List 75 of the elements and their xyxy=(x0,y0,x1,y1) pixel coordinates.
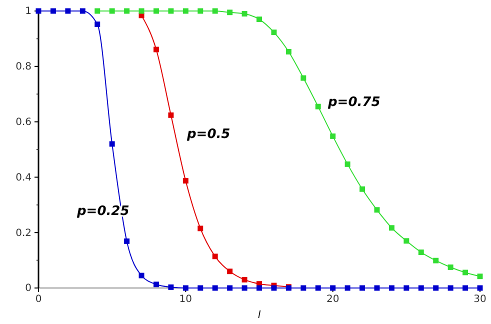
point xyxy=(182,285,188,291)
point xyxy=(462,270,468,276)
point xyxy=(433,285,439,291)
point xyxy=(388,285,394,291)
point xyxy=(212,254,218,260)
x-tick-label: 30 xyxy=(474,294,486,306)
point xyxy=(198,226,204,232)
y-tick-label: 0 xyxy=(25,283,32,294)
point xyxy=(256,285,262,291)
point xyxy=(227,285,233,291)
point xyxy=(182,178,188,184)
point xyxy=(330,133,336,139)
y-tick-label: 0.8 xyxy=(16,62,32,73)
point xyxy=(153,282,159,288)
point xyxy=(109,141,115,147)
point xyxy=(227,268,233,274)
point xyxy=(182,8,188,14)
point xyxy=(256,16,262,22)
point xyxy=(315,285,321,291)
y-tick-label: 0.6 xyxy=(16,117,32,128)
point xyxy=(374,285,380,291)
y-tick-label: 0.4 xyxy=(16,172,32,184)
point xyxy=(168,284,174,290)
point xyxy=(448,285,454,291)
series-label: p=0.5 xyxy=(186,127,230,142)
y-tick-label: 1 xyxy=(25,6,32,18)
point xyxy=(418,285,424,291)
point xyxy=(344,285,350,291)
point xyxy=(433,258,439,264)
x-tick-label: 0 xyxy=(35,294,42,306)
point xyxy=(124,238,130,244)
point xyxy=(124,8,130,14)
point xyxy=(448,264,454,270)
point xyxy=(242,276,248,282)
series-label: p=0.75 xyxy=(327,95,380,110)
x-tick-label: 10 xyxy=(179,294,192,306)
point xyxy=(300,285,306,291)
point xyxy=(138,272,144,278)
point xyxy=(360,285,366,291)
point xyxy=(153,46,159,52)
point xyxy=(80,8,86,14)
point xyxy=(153,8,159,14)
point xyxy=(242,11,248,17)
point xyxy=(315,104,321,110)
point xyxy=(168,112,174,118)
point xyxy=(94,8,100,14)
point xyxy=(330,285,336,291)
point xyxy=(94,22,100,28)
point xyxy=(388,225,394,231)
point xyxy=(198,8,204,14)
point xyxy=(344,161,350,167)
point xyxy=(404,238,410,244)
point xyxy=(138,8,144,14)
point xyxy=(227,10,233,16)
point xyxy=(212,8,218,14)
point xyxy=(462,285,468,291)
x-axis-title: l xyxy=(258,310,261,321)
point xyxy=(477,274,483,280)
point xyxy=(65,8,71,14)
point xyxy=(360,186,366,192)
point xyxy=(109,8,115,14)
y-tick-label: 0.2 xyxy=(16,228,32,239)
x-tick-label: 20 xyxy=(326,294,340,306)
point xyxy=(50,8,56,14)
point xyxy=(404,285,410,291)
point xyxy=(286,48,292,54)
point xyxy=(168,8,174,14)
point xyxy=(271,285,277,291)
point xyxy=(418,250,424,256)
point xyxy=(242,285,248,291)
point xyxy=(374,207,380,213)
point xyxy=(271,30,277,36)
point xyxy=(212,285,218,291)
point xyxy=(198,285,204,291)
point xyxy=(300,75,306,81)
